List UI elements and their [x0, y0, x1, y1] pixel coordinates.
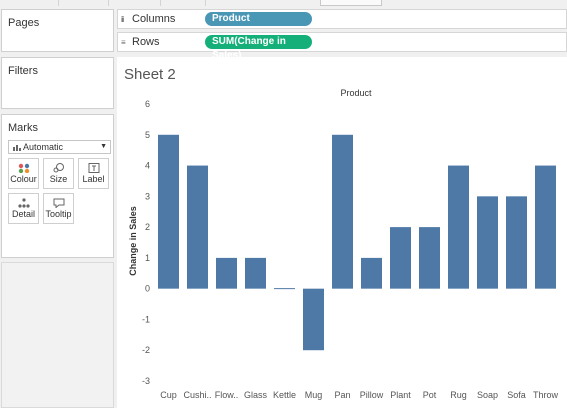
label-button[interactable]: Label — [78, 158, 109, 189]
y-tick-label: 4 — [145, 161, 150, 171]
marks-card: Marks Automatic ▼ Colour Size Label Deta… — [1, 114, 114, 258]
y-tick-label: -1 — [142, 314, 150, 324]
bar[interactable] — [245, 257, 266, 289]
x-tick-label: Rug — [450, 390, 467, 400]
columns-icon: iii — [121, 15, 125, 24]
size-button[interactable]: Size — [43, 158, 74, 189]
x-tick-label: Plant — [390, 390, 411, 400]
toolbar-divider — [160, 0, 161, 6]
bar[interactable] — [303, 288, 324, 351]
x-tick-label: Cushi.. — [183, 390, 211, 400]
x-tick-label: Flow.. — [215, 390, 239, 400]
bar[interactable] — [158, 134, 179, 289]
y-tick-label: 3 — [145, 191, 150, 201]
mark-type-value: Automatic — [23, 142, 64, 152]
detail-label: Detail — [11, 209, 35, 219]
y-tick-label: -3 — [142, 376, 150, 386]
toolbar-divider — [108, 0, 109, 6]
bar-chart: Product Change in Sales 6 5 4 3 2 1 0 -1 -2 -3 Cu… — [128, 88, 559, 400]
rows-label: Rows — [132, 36, 160, 48]
toolbar-tab[interactable] — [320, 0, 382, 6]
bar[interactable] — [390, 227, 411, 289]
bar[interactable] — [477, 196, 498, 289]
x-tick-label: Pillow — [360, 390, 384, 400]
tooltip-button[interactable]: Tooltip — [43, 193, 74, 224]
rows-icon: ≡ — [121, 38, 126, 47]
chart-title: Product — [340, 88, 372, 98]
detail-button[interactable]: Detail — [8, 193, 39, 224]
bar[interactable] — [187, 165, 208, 289]
sheet-title: Sheet 2 — [124, 66, 176, 83]
filters-title: Filters — [8, 65, 38, 77]
y-tick-label: 6 — [145, 99, 150, 109]
x-tick-label: Sofa — [507, 390, 526, 400]
toolbar-divider — [58, 0, 59, 6]
colour-icon — [18, 163, 29, 173]
x-tick-label: Soap — [477, 390, 498, 400]
pages-title: Pages — [8, 17, 40, 29]
tooltip-label: Tooltip — [45, 209, 72, 219]
y-axis-label: Change in Sales — [128, 206, 138, 276]
y-tick-label: 2 — [145, 222, 150, 232]
bar[interactable] — [332, 134, 353, 289]
left-pane-empty — [1, 262, 114, 408]
top-toolbar-strip — [0, 0, 567, 6]
colour-button[interactable]: Colour — [8, 158, 39, 189]
x-tick-label: Glass — [244, 390, 268, 400]
tooltip-icon — [53, 198, 64, 208]
bar[interactable] — [216, 257, 237, 289]
filters-card[interactable]: Filters — [1, 57, 114, 109]
label-icon — [88, 163, 99, 173]
bar[interactable] — [506, 196, 527, 289]
x-tick-label: Cup — [160, 390, 177, 400]
bar[interactable] — [419, 227, 440, 289]
marks-title: Marks — [8, 122, 38, 134]
detail-icon — [17, 198, 30, 208]
x-tick-label: Mug — [305, 390, 323, 400]
y-tick-label: -2 — [142, 345, 150, 355]
chevron-down-icon: ▼ — [100, 143, 107, 150]
bar[interactable] — [361, 257, 382, 289]
x-tick-label: Pan — [334, 390, 350, 400]
y-tick-label: 1 — [145, 253, 150, 263]
bar[interactable] — [448, 165, 469, 289]
x-tick-label: Pot — [423, 390, 437, 400]
bar-chart-icon — [13, 145, 21, 151]
rows-shelf[interactable]: ≡ Rows SUM(Change in Sales) — [117, 32, 567, 61]
y-tick-label: 5 — [145, 130, 150, 140]
colour-label: Colour — [10, 174, 37, 184]
y-tick-label: 0 — [145, 284, 150, 294]
mark-type-dropdown[interactable]: Automatic ▼ — [8, 140, 111, 154]
columns-pill-product[interactable]: Product — [205, 12, 312, 26]
columns-label: Columns — [132, 13, 176, 25]
size-icon — [53, 163, 64, 173]
x-tick-label: Kettle — [273, 390, 296, 400]
label-label: Label — [82, 174, 105, 184]
rows-pill-sum-change-in-sales[interactable]: SUM(Change in Sales) — [205, 35, 312, 61]
bar[interactable] — [535, 165, 556, 289]
toolbar-divider — [205, 0, 206, 6]
columns-shelf[interactable]: iii Columns Product — [117, 9, 567, 29]
pages-card[interactable]: Pages — [1, 9, 114, 52]
size-label: Size — [49, 174, 68, 184]
x-tick-label: Throw — [533, 390, 559, 400]
worksheet: Sheet 2 Product Change in Sales 6 5 4 3 2 1 0 -… — [117, 57, 567, 408]
